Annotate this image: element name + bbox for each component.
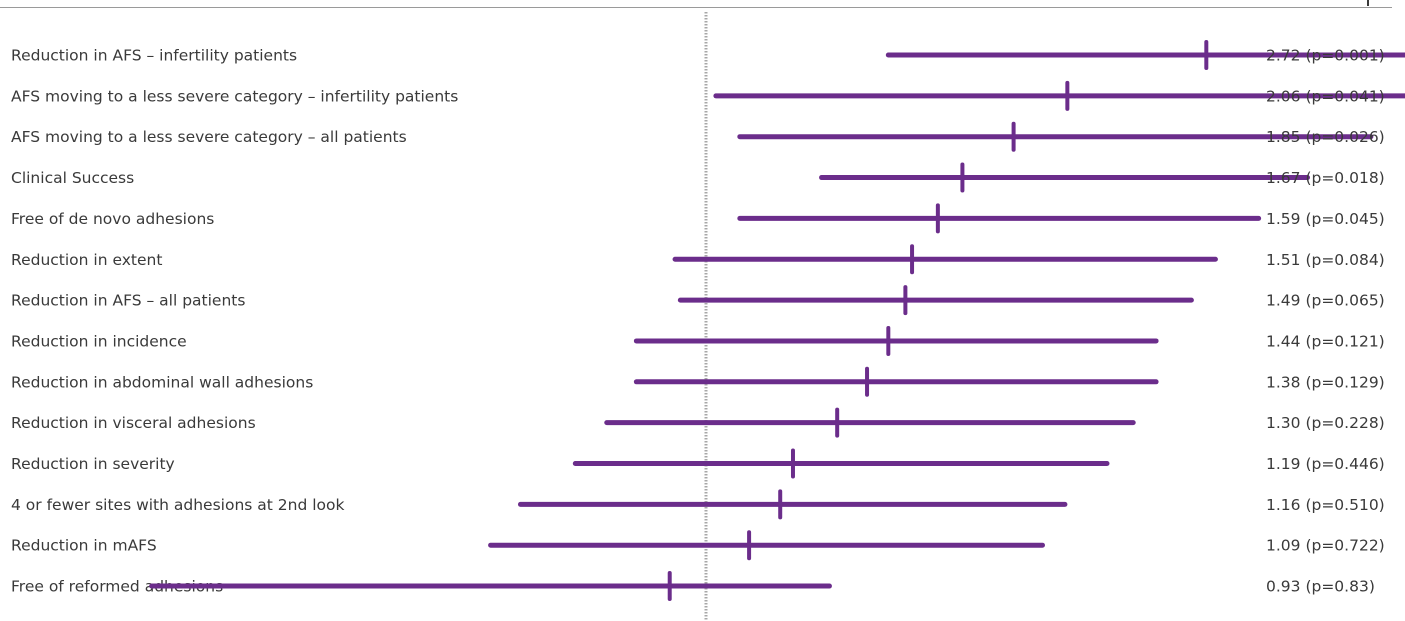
- forest-row: AFS moving to a less severe category – i…: [11, 80, 1405, 111]
- forest-row: Reduction in AFS – infertility patients 2…: [11, 40, 1405, 70]
- forest-row: Free of de novo adhesions 1.59 (p=0.045): [11, 203, 1385, 234]
- row-value-label: 1.67 (p=0.018): [1266, 169, 1385, 187]
- row-label: Reduction in severity: [11, 455, 175, 473]
- row-label: Reduction in mAFS: [11, 537, 157, 555]
- row-value-label: 1.09 (p=0.722): [1266, 537, 1385, 555]
- forest-row: Reduction in incidence 1.44 (p=0.121): [11, 325, 1385, 356]
- forest-row: AFS moving to a less severe category – a…: [11, 121, 1385, 152]
- forest-row: 4 or fewer sites with adhesions at 2nd l…: [11, 489, 1385, 520]
- row-label: Free of de novo adhesions: [11, 210, 214, 228]
- row-value-label: 2.06 (p=0.041): [1266, 87, 1385, 105]
- row-value-label: 1.38 (p=0.129): [1266, 373, 1385, 391]
- forest-row: Reduction in abdominal wall adhesions 1.3…: [11, 366, 1385, 397]
- top-divider: [0, 7, 1392, 8]
- row-value-label: 1.30 (p=0.228): [1266, 414, 1385, 432]
- forest-row: Reduction in visceral adhesions 1.30 (p=0…: [11, 407, 1385, 438]
- row-value-label: 1.51 (p=0.084): [1266, 251, 1385, 269]
- forest-row: Free of reformed adhesions 0.93 (p=0.83): [11, 571, 1375, 602]
- row-value-label: 1.49 (p=0.065): [1266, 292, 1385, 310]
- forest-row: Reduction in mAFS 1.09 (p=0.722): [11, 530, 1385, 561]
- row-label: Reduction in AFS – infertility patients: [11, 47, 297, 65]
- row-label: Reduction in abdominal wall adhesions: [11, 373, 313, 391]
- row-value-label: 1.16 (p=0.510): [1266, 496, 1385, 514]
- row-value-label: 1.85 (p=0.026): [1266, 128, 1385, 146]
- row-value-label: 1.19 (p=0.446): [1266, 455, 1385, 473]
- row-label: Reduction in incidence: [11, 332, 187, 350]
- row-label: AFS moving to a less severe category – i…: [11, 87, 458, 105]
- row-value-label: 2.72 (p=0.001): [1266, 47, 1385, 65]
- forest-row: Reduction in severity 1.19 (p=0.446): [11, 448, 1385, 479]
- row-label: Reduction in AFS – all patients: [11, 292, 245, 310]
- row-label: Reduction in extent: [11, 251, 162, 269]
- forest-row: Clinical Success 1.67 (p=0.018): [11, 162, 1385, 193]
- row-label: Free of reformed adhesions: [11, 578, 223, 596]
- row-value-label: 1.44 (p=0.121): [1266, 332, 1385, 350]
- row-label: Clinical Success: [11, 169, 134, 187]
- row-value-label: 0.93 (p=0.83): [1266, 578, 1375, 596]
- row-label: AFS moving to a less severe category – a…: [11, 128, 407, 146]
- header-fragment: [1367, 0, 1369, 6]
- forest-row: Reduction in extent 1.51 (p=0.084): [11, 244, 1385, 275]
- row-label: 4 or fewer sites with adhesions at 2nd l…: [11, 496, 345, 514]
- forest-row: Reduction in AFS – all patients 1.49 (p=0…: [11, 285, 1385, 316]
- row-label: Reduction in visceral adhesions: [11, 414, 256, 432]
- row-value-label: 1.59 (p=0.045): [1266, 210, 1385, 228]
